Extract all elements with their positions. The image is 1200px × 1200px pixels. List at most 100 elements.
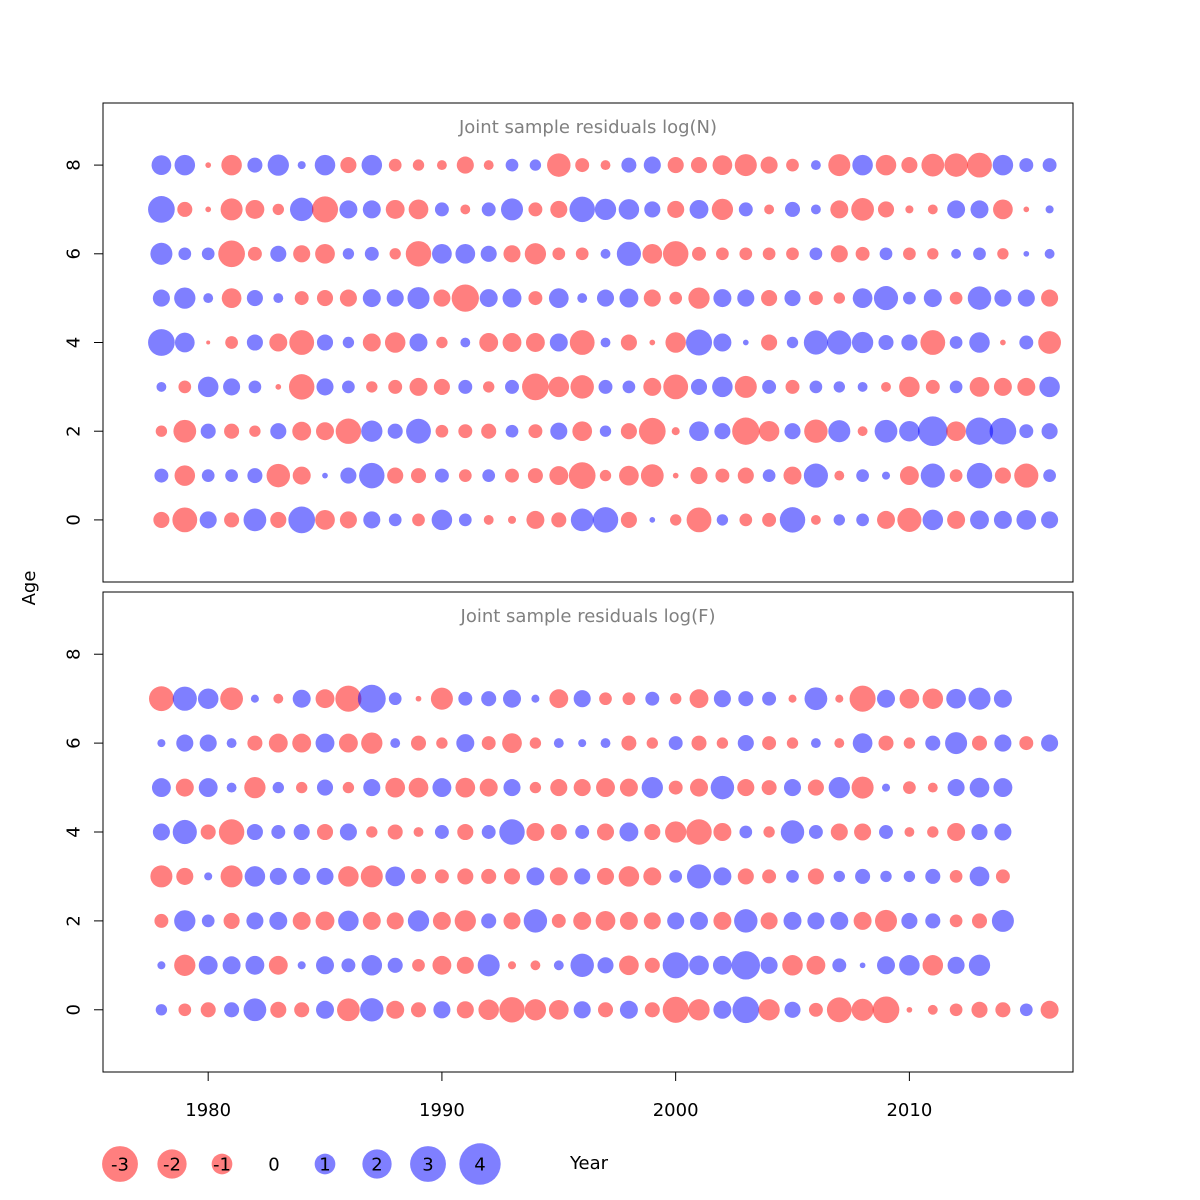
residual-bubble — [455, 777, 476, 798]
residual-bubble — [828, 776, 850, 799]
residual-bubble — [620, 423, 637, 440]
x-tick-label: 2010 — [886, 1100, 932, 1121]
residual-bubble — [665, 332, 686, 353]
residual-bubble — [361, 154, 383, 176]
residual-bubble — [177, 201, 193, 217]
residual-bubble — [339, 511, 357, 529]
residual-bubble — [266, 463, 291, 488]
residual-bubble — [569, 330, 595, 355]
residual-bubble — [690, 778, 708, 797]
residual-bubble — [550, 779, 568, 797]
residual-bubble — [548, 288, 569, 308]
residual-bubble — [415, 695, 422, 702]
residual-bubble — [784, 201, 801, 217]
residual-bubble — [642, 243, 663, 264]
residual-bubble — [410, 1002, 427, 1018]
residual-bubble — [969, 866, 990, 887]
residual-bubble — [570, 953, 594, 978]
residual-bubble — [969, 377, 990, 397]
residual-bubble — [316, 290, 334, 307]
bubbles — [148, 684, 1059, 1024]
residual-bubble — [335, 418, 362, 444]
residual-bubble — [620, 334, 637, 351]
residual-bubble — [362, 200, 381, 219]
residual-bubble — [339, 200, 358, 219]
residual-bubble — [548, 376, 570, 398]
residual-bubble — [856, 469, 869, 482]
residual-bubble — [200, 1002, 216, 1018]
residual-bubble — [432, 778, 452, 798]
residual-bubble — [458, 513, 472, 527]
residual-bubble — [922, 688, 944, 709]
residual-bubble — [672, 472, 679, 479]
residual-bubble — [739, 825, 753, 839]
residual-bubble — [153, 511, 170, 528]
residual-bubble — [804, 687, 828, 711]
residual-bubble — [973, 247, 986, 261]
y-tick-label: 4 — [63, 337, 84, 348]
residual-bubble — [949, 1003, 963, 1017]
residual-bubble — [852, 288, 873, 308]
residual-bubble — [667, 200, 685, 218]
residual-bubble — [739, 247, 753, 261]
residual-bubble — [810, 514, 821, 525]
residual-bubble — [991, 909, 1014, 932]
residual-bubble — [1000, 339, 1006, 346]
residual-bubble — [667, 912, 685, 930]
residual-bubble — [1019, 335, 1034, 350]
residual-bubble — [523, 909, 548, 933]
residual-bubble — [297, 961, 306, 970]
residual-bubble — [947, 823, 966, 841]
residual-bubble — [178, 1003, 192, 1017]
residual-bubble — [292, 911, 311, 930]
residual-bubble — [407, 910, 430, 932]
residual-bubble — [989, 417, 1017, 445]
residual-bubble — [577, 293, 588, 304]
residual-bubble — [851, 998, 874, 1021]
residual-bubble — [638, 417, 666, 445]
legend-bubble — [211, 1153, 233, 1175]
residual-bubble — [357, 684, 386, 713]
x-tick-label: 2000 — [653, 1100, 699, 1121]
residual-bubble — [945, 732, 968, 755]
residual-bubble — [689, 955, 709, 976]
residual-bubble — [966, 462, 993, 489]
residual-bubble — [688, 999, 710, 1021]
residual-bubble — [762, 512, 777, 527]
residual-bubble — [925, 913, 941, 929]
residual-bubble — [619, 822, 639, 842]
residual-bubble — [388, 513, 402, 527]
residual-bubble — [739, 513, 753, 527]
residual-bubble — [575, 158, 590, 173]
residual-bubble — [994, 823, 1012, 841]
residual-bubble — [731, 951, 761, 980]
residual-bubble — [273, 693, 284, 704]
residual-bubble — [479, 289, 498, 308]
residual-bubble — [221, 288, 242, 308]
legend-bubble — [314, 1153, 336, 1175]
residual-bubble — [786, 158, 799, 172]
residual-bubble — [904, 827, 915, 837]
residual-bubble — [925, 868, 941, 884]
residual-bubble — [968, 687, 991, 710]
residual-bubble — [994, 289, 1012, 307]
residual-bubble — [550, 823, 567, 841]
residual-bubble — [270, 511, 287, 528]
residual-bubble — [503, 245, 521, 263]
panel-1: Joint sample residuals log(N) 0 2 4 6 8 — [63, 102, 1074, 583]
residual-bubble — [803, 330, 828, 355]
residual-bubble — [408, 777, 429, 798]
residual-bubble — [272, 781, 284, 794]
residual-bubble — [270, 423, 287, 440]
residual-bubble — [315, 689, 335, 709]
residual-bubble — [877, 689, 895, 708]
residual-bubble — [881, 783, 891, 792]
residual-bubble — [269, 911, 288, 930]
residual-bubble — [670, 514, 682, 526]
residual-bubble — [927, 248, 939, 260]
residual-bubble — [971, 735, 988, 751]
residual-bubble — [758, 999, 780, 1021]
residual-bubble — [316, 956, 334, 975]
residual-bubble — [224, 1002, 240, 1018]
residual-bubble — [339, 289, 357, 307]
